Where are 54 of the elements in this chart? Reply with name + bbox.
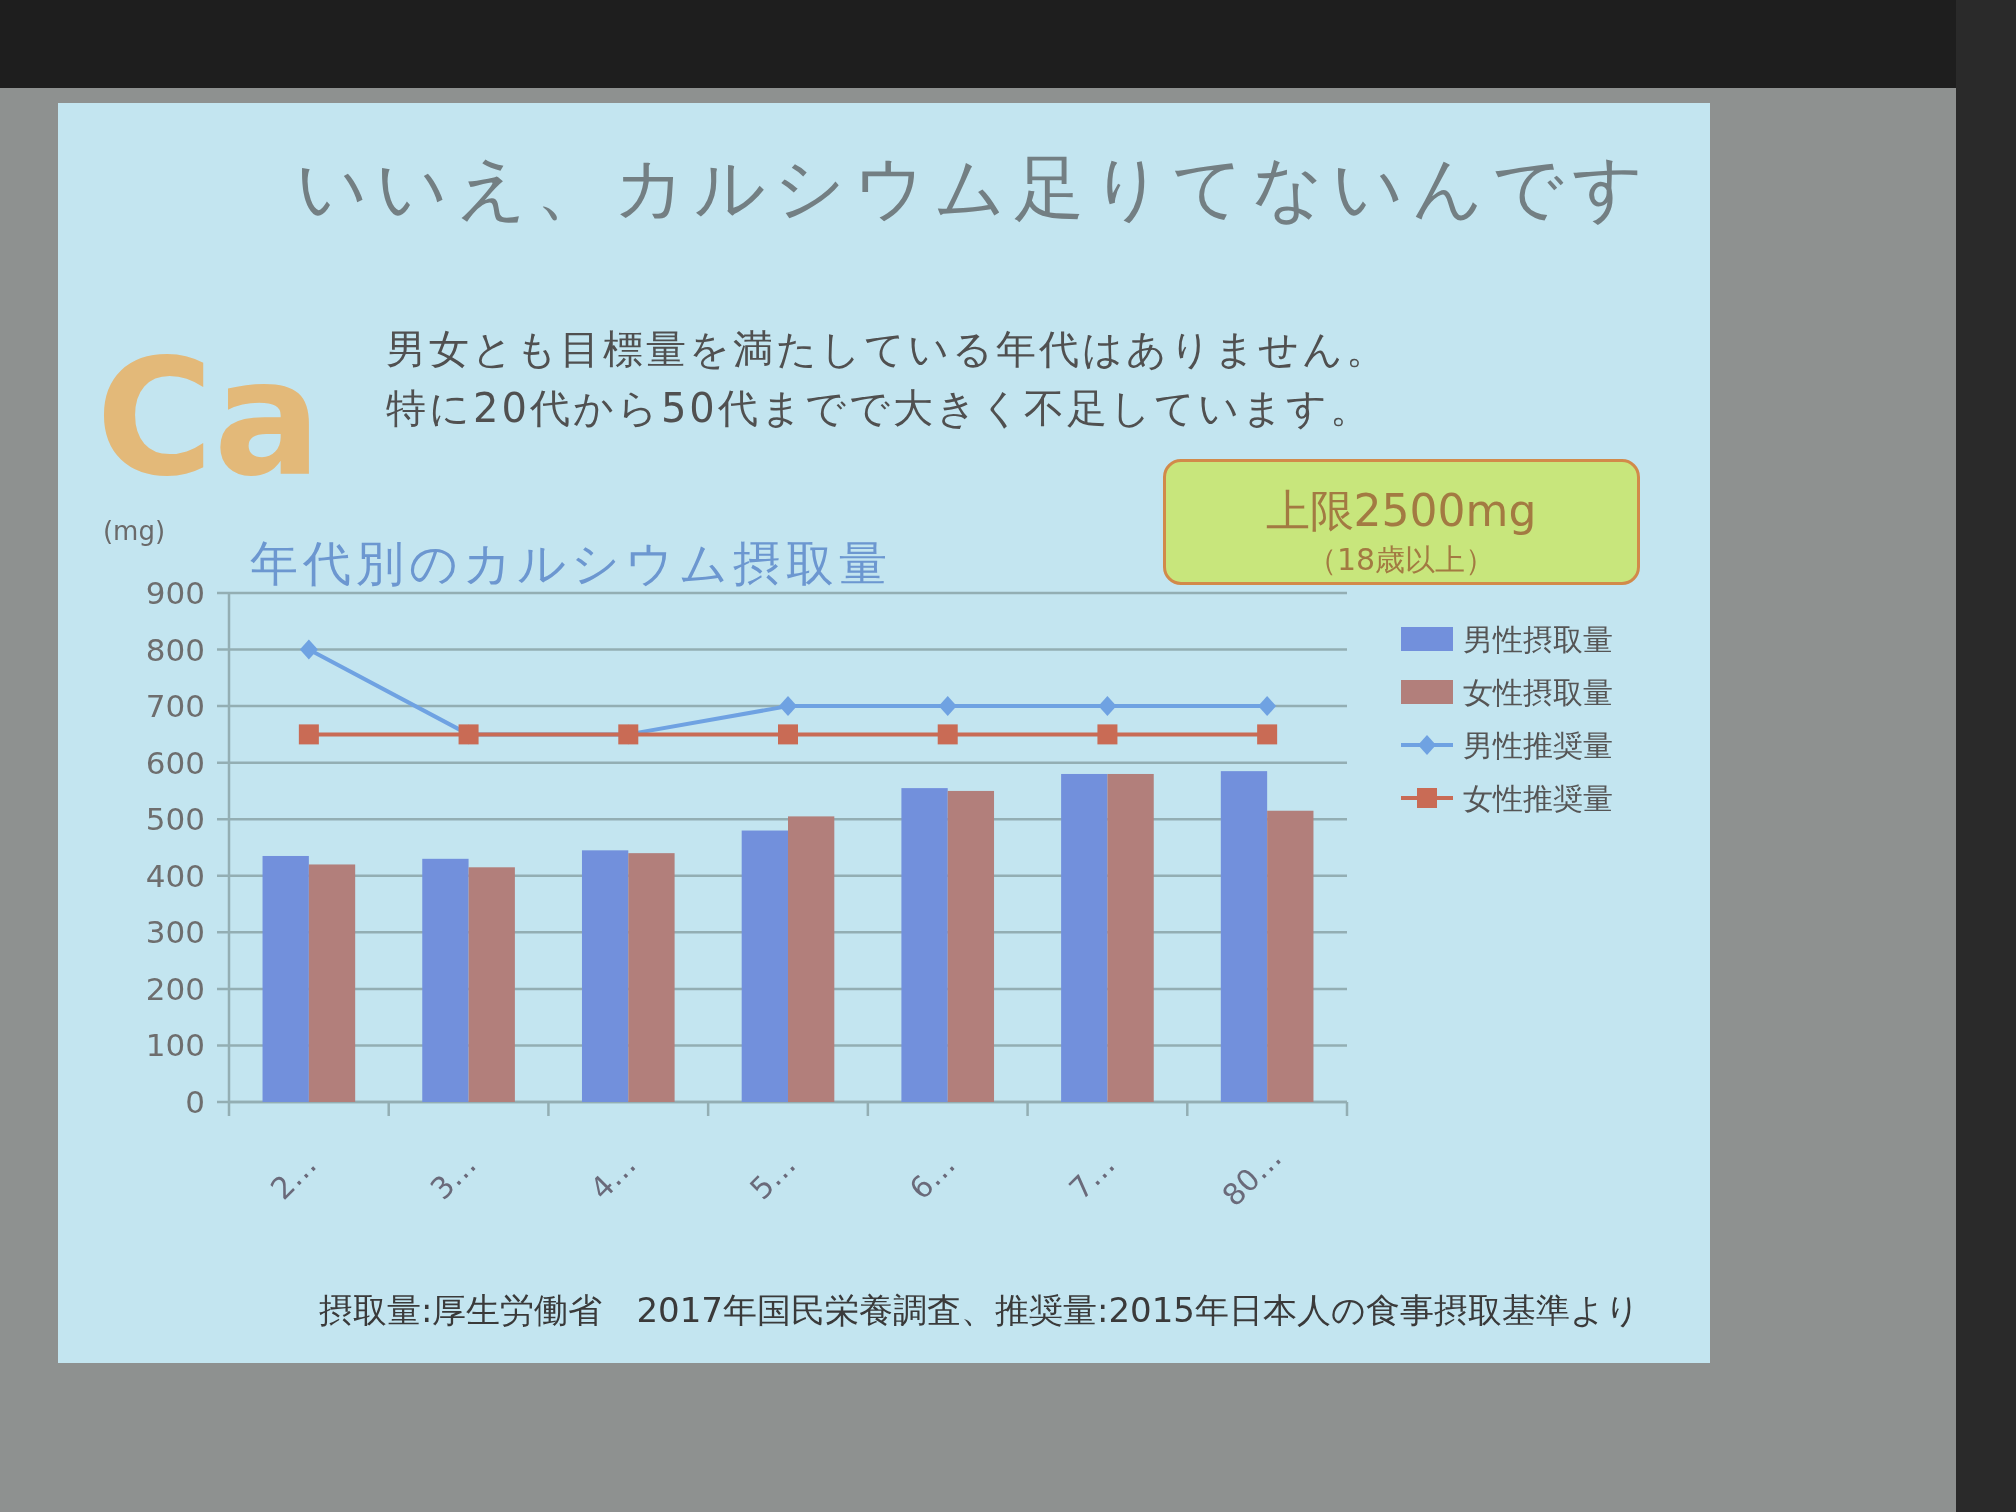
bar <box>262 855 309 1102</box>
x-tick-label: 6… <box>902 1146 963 1207</box>
y-tick-label: 500 <box>145 801 205 838</box>
bar <box>1220 771 1268 1102</box>
y-tick-label: 0 <box>185 1084 205 1120</box>
bar <box>741 830 788 1102</box>
text: Ca <box>96 325 322 512</box>
y-tick-label: 300 <box>145 914 205 951</box>
y-axis-title: (mg) <box>102 516 166 546</box>
y-tick-label: 100 <box>145 1027 205 1064</box>
text: （18歳以上） <box>1306 542 1496 577</box>
bar <box>901 788 948 1102</box>
point <box>1098 696 1117 717</box>
y-tick-label: 400 <box>145 857 205 894</box>
chart-title: いいえ、カルシウム足りてないんです <box>296 147 1652 229</box>
y-tick-label: 800 <box>145 631 205 668</box>
x-tick-label: 5… <box>742 1146 803 1207</box>
text: 上限2500mg <box>1265 485 1537 536</box>
point <box>938 696 957 717</box>
text: 摂取量:厚生労働省 2017年国民栄養調査、推奨量:2015年日本人の食事摂取基準より <box>319 1290 1640 1330</box>
point <box>779 696 797 717</box>
point <box>299 639 318 660</box>
bar <box>1267 810 1314 1102</box>
point <box>1258 696 1277 717</box>
chart-subtitle: 年代別のカルシウム摂取量 <box>250 535 892 591</box>
y-tick-label: 200 <box>145 970 205 1007</box>
bar <box>468 867 515 1102</box>
x-tick-label: 3… <box>423 1146 483 1207</box>
text: 特に20代から50代までで大きく不足しています。 <box>386 385 1373 431</box>
legend-label: 男性摂取量 <box>1463 622 1613 657</box>
x-tick-label: 4… <box>583 1146 643 1207</box>
bar <box>947 790 995 1102</box>
y-tick-label: 600 <box>145 744 205 781</box>
bar <box>788 816 835 1102</box>
bar <box>1061 773 1108 1102</box>
legend-label: 男性推奨量 <box>1463 728 1613 763</box>
legend-label: 女性摂取量 <box>1463 675 1613 710</box>
point <box>937 724 958 745</box>
x-tick-label: 2… <box>263 1146 324 1207</box>
text: 男女とも目標量を満たしている年代はありません。 <box>386 326 1389 372</box>
point <box>1257 724 1278 745</box>
bar <box>308 864 356 1102</box>
y-tick-label: 700 <box>145 688 205 725</box>
y-tick-label: 900 <box>145 575 205 611</box>
point <box>298 724 319 745</box>
bar <box>422 858 469 1102</box>
x-tick-label: 80… <box>1215 1140 1289 1214</box>
legend-label: 女性推奨量 <box>1463 781 1613 816</box>
point <box>778 724 798 745</box>
bar <box>628 853 675 1102</box>
point <box>1097 724 1118 745</box>
x-tick-label: 7… <box>1062 1146 1122 1207</box>
bar <box>1107 773 1154 1102</box>
bar <box>581 850 629 1102</box>
